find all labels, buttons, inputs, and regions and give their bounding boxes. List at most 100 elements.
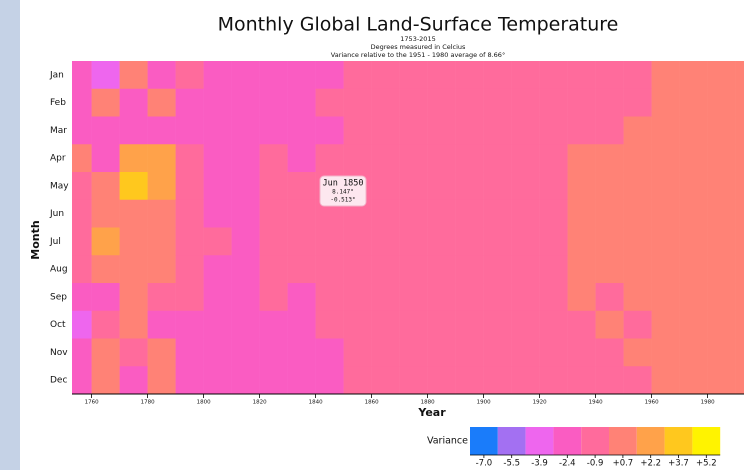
heatmap-cell: [707, 366, 736, 395]
heatmap-cell: [707, 310, 736, 339]
heatmap-cell: [623, 88, 652, 117]
heatmap-cell: [623, 116, 652, 145]
heatmap-cell: [72, 366, 92, 395]
heatmap-cell: [735, 338, 744, 367]
heatmap-cell: [371, 227, 400, 256]
heatmap-cell: [595, 227, 624, 256]
heatmap-cell: [72, 61, 92, 90]
heatmap-cell: [203, 310, 232, 339]
legend-swatch: [525, 427, 554, 455]
heatmap-cell: [539, 366, 568, 395]
heatmap-cell: [287, 366, 316, 395]
heatmap-cell: [203, 144, 232, 173]
heatmap-cell: [539, 199, 568, 228]
heatmap-cell: [427, 310, 456, 339]
y-tick-label: Jul: [49, 237, 61, 247]
heatmap-cell: [203, 116, 232, 145]
x-axis-title: Year: [417, 406, 446, 419]
heatmap-cell: [651, 255, 680, 284]
heatmap-cell: [91, 338, 120, 367]
heatmap-cell: [315, 88, 344, 117]
heatmap-cell: [287, 199, 316, 228]
heatmap-cell: [259, 366, 288, 395]
heatmap-cell: [679, 310, 708, 339]
heatmap-cell: [343, 227, 372, 256]
heatmap-cell: [175, 61, 204, 90]
heatmap-cell: [343, 338, 372, 367]
heatmap-cell: [231, 283, 260, 312]
heatmap-cell: [371, 310, 400, 339]
heatmap-cell: [399, 366, 428, 395]
heatmap-cell: [343, 283, 372, 312]
heatmap-cell: [427, 255, 456, 284]
heatmap-cell: [427, 116, 456, 145]
heatmap-cell: [511, 88, 540, 117]
y-tick-label: May: [50, 181, 69, 191]
heatmap-cell: [511, 227, 540, 256]
heatmap-cell: [455, 88, 484, 117]
heatmap-cell: [119, 255, 148, 284]
heatmap-cell: [287, 255, 316, 284]
heatmap-cell: [623, 227, 652, 256]
heatmap-cell: [483, 88, 512, 117]
heatmap-cell: [651, 88, 680, 117]
y-tick-label: Mar: [50, 126, 67, 136]
legend-label: +5.2: [696, 459, 717, 469]
heatmap-cell: [399, 199, 428, 228]
heatmap-cell: [231, 144, 260, 173]
tooltip-variance: -0.513°: [330, 197, 355, 204]
heatmap-cell: [399, 227, 428, 256]
heatmap-cell: [343, 255, 372, 284]
heatmap-cell: [539, 338, 568, 367]
heatmap-cell: [259, 310, 288, 339]
legend-swatch: [497, 427, 526, 455]
heatmap-cell: [203, 61, 232, 90]
heatmap-cell: [679, 227, 708, 256]
heatmap-cell: [91, 116, 120, 145]
heatmap-cell: [91, 144, 120, 173]
heatmap-cell: [343, 366, 372, 395]
legend-swatch: [636, 427, 665, 455]
heatmap-cell: [91, 310, 120, 339]
heatmap-cell: [427, 61, 456, 90]
heatmap-cell: [679, 88, 708, 117]
y-tick-label: Apr: [50, 154, 66, 164]
heatmap-cell: [72, 338, 92, 367]
heatmap-cell: [567, 283, 596, 312]
heatmap-cell: [203, 227, 232, 256]
heatmap-cell: [119, 116, 148, 145]
heatmap-cell: [399, 283, 428, 312]
heatmap-cell: [259, 88, 288, 117]
heatmap-cell: [371, 172, 400, 201]
heatmap-cell: [399, 338, 428, 367]
legend-label: -7.0: [476, 459, 493, 469]
heatmap-cell: [399, 61, 428, 90]
heatmap-cell: [511, 61, 540, 90]
y-tick-label: Jun: [49, 209, 64, 219]
heatmap-cell: [539, 310, 568, 339]
heatmap-cell: [567, 255, 596, 284]
heatmap-cell: [371, 144, 400, 173]
heatmap-cell: [539, 255, 568, 284]
x-tick-label: 1760: [85, 400, 99, 406]
heatmap-cell: [72, 199, 92, 228]
heatmap-cell: [175, 88, 204, 117]
heatmap-cell: [623, 255, 652, 284]
heatmap-cell: [147, 338, 176, 367]
heatmap-cell: [399, 116, 428, 145]
x-tick-label: 1980: [701, 400, 715, 406]
heatmap-cell: [371, 116, 400, 145]
heatmap-cell: [287, 172, 316, 201]
heatmap-cell: [119, 61, 148, 90]
heatmap-cell: [511, 283, 540, 312]
heatmap-cell: [147, 61, 176, 90]
heatmap-cell: [539, 88, 568, 117]
heatmap-cell: [651, 283, 680, 312]
heatmap-cell: [399, 172, 428, 201]
heatmap-cell: [371, 61, 400, 90]
heatmap-cell: [203, 255, 232, 284]
heatmap-cell: [371, 88, 400, 117]
legend-swatch: [581, 427, 609, 455]
heatmap-cell: [623, 199, 652, 228]
